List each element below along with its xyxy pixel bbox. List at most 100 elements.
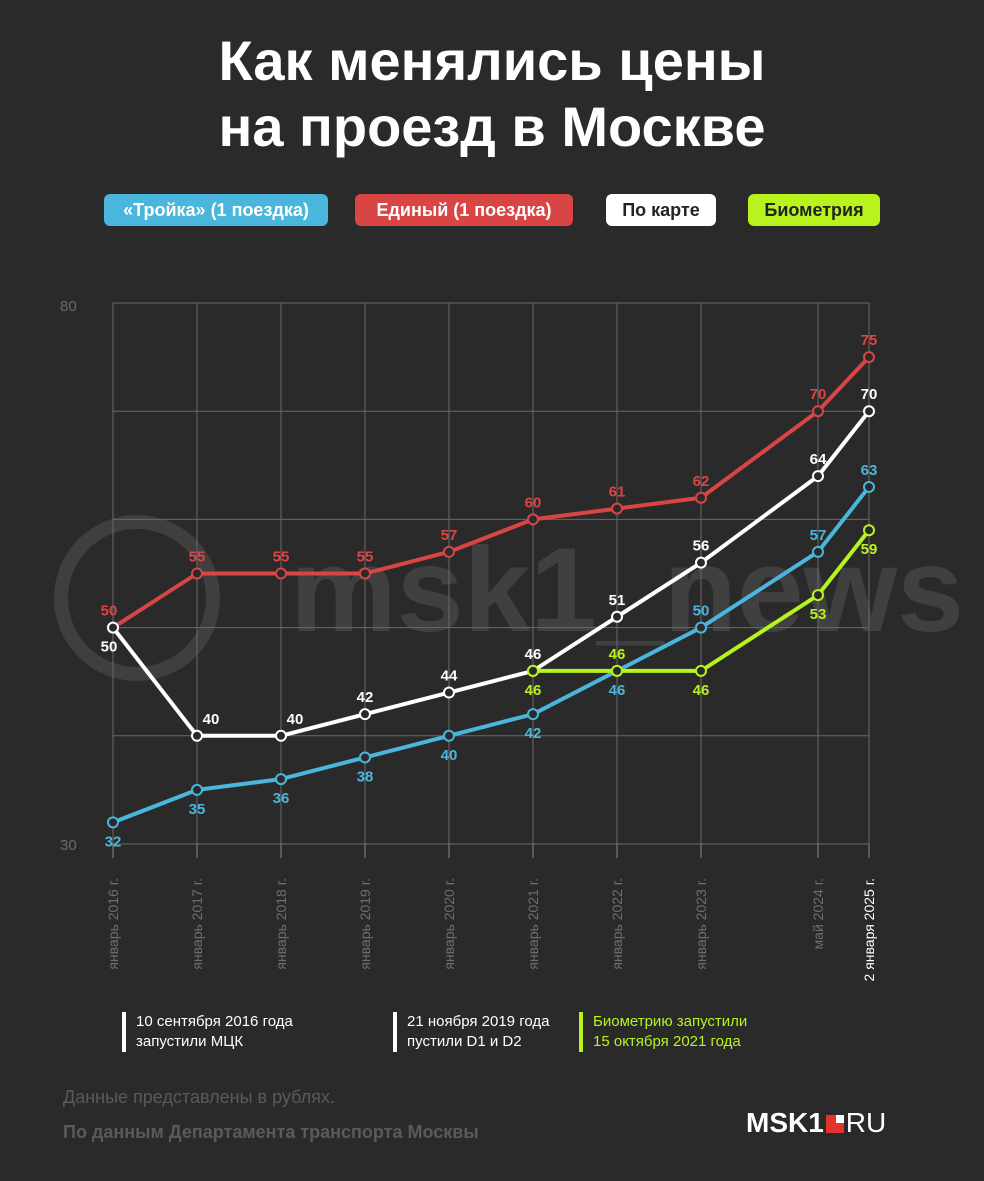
msk1-logo: MSK1 RU — [746, 1106, 886, 1140]
data-label: 50 — [693, 603, 710, 620]
data-point — [812, 405, 824, 418]
data-label: 40 — [441, 747, 458, 764]
data-point — [812, 545, 824, 558]
data-point — [812, 470, 824, 483]
data-label: 51 — [609, 592, 626, 609]
series-line — [112, 485, 871, 825]
data-label: 50 — [101, 639, 118, 656]
data-point — [443, 686, 455, 699]
x-tick-label: январь 2017 г. — [189, 878, 205, 970]
data-label: 38 — [357, 768, 374, 785]
data-label: 55 — [273, 549, 290, 566]
data-label: 56 — [693, 538, 710, 555]
data-point — [359, 751, 371, 764]
chart-title: Как менялись цены на проезд в Москве — [0, 28, 984, 160]
data-point — [275, 567, 287, 580]
y-tick-label: 80 — [60, 298, 77, 315]
legend-edinyi: Единый (1 поездка) — [355, 194, 573, 226]
logo-square-icon — [825, 1115, 844, 1133]
data-label: 32 — [105, 833, 122, 850]
line-chart: 30 80 январь 2016 г. январь 2017 г. январь 2… — [60, 298, 878, 981]
x-tick-label: январь 2021 г. — [525, 878, 541, 970]
legend: «Тройка» (1 поездка) Единый (1 поездка) … — [0, 194, 984, 228]
data-label: 42 — [357, 689, 374, 706]
data-label: 60 — [525, 494, 542, 511]
x-tick-label: январь 2022 г. — [609, 878, 625, 970]
data-label: 70 — [861, 386, 878, 403]
data-label: 61 — [609, 484, 626, 501]
data-point — [443, 545, 455, 558]
data-point — [107, 621, 119, 634]
data-label: 75 — [861, 332, 878, 349]
data-point — [527, 664, 539, 677]
legend-card: По карте — [606, 194, 716, 226]
data-label: 55 — [189, 549, 206, 566]
data-label: 46 — [609, 682, 626, 699]
data-label: 46 — [693, 682, 710, 699]
data-point — [695, 664, 707, 677]
x-tick-label: январь 2019 г. — [357, 878, 373, 970]
data-label: 59 — [861, 541, 878, 558]
series-line — [111, 355, 871, 630]
x-tick-label: январь 2020 г. — [441, 878, 457, 970]
logo-ru: RU — [845, 1107, 887, 1138]
x-tick-label: январь 2018 г. — [273, 878, 289, 970]
note-biometry: Биометрию запустили 15 октября 2021 года — [579, 1012, 747, 1052]
x-tick-label: май 2024 г. — [810, 878, 826, 949]
data-point — [443, 729, 455, 742]
legend-biometry: Биометрия — [748, 194, 880, 226]
data-label: 42 — [525, 725, 542, 742]
logo-msk: MSK1 — [746, 1107, 824, 1138]
data-label: 40 — [203, 711, 220, 728]
title-line-2: на проезд в Москве — [218, 95, 766, 158]
data-point — [812, 589, 824, 602]
data-point — [527, 708, 539, 721]
x-tick-label: январь 2016 г. — [105, 878, 121, 970]
data-point — [863, 405, 875, 418]
data-label: 46 — [525, 646, 542, 663]
series-line — [111, 409, 871, 738]
data-label: 35 — [189, 801, 206, 818]
footer-source: По данным Департамента транспорта Москвы — [63, 1122, 479, 1142]
data-label: 50 — [101, 603, 118, 620]
data-point — [275, 773, 287, 786]
data-point — [359, 567, 371, 580]
data-point — [611, 502, 623, 515]
data-label: 46 — [525, 682, 542, 699]
data-point — [359, 708, 371, 721]
y-tick-label: 30 — [60, 837, 77, 854]
data-point — [863, 480, 875, 493]
data-label: 57 — [810, 527, 827, 544]
data-point — [107, 816, 119, 829]
data-label: 40 — [287, 711, 304, 728]
data-label: 55 — [357, 549, 374, 566]
data-label: 46 — [609, 646, 626, 663]
footer-units: Данные представлены в рублях. — [63, 1087, 335, 1107]
data-point — [527, 513, 539, 526]
data-point — [191, 783, 203, 796]
x-tick-label: январь 2023 г. — [693, 878, 709, 970]
data-label: 44 — [441, 668, 458, 685]
data-point — [695, 556, 707, 569]
data-label: 70 — [810, 386, 827, 403]
data-point — [611, 664, 623, 677]
x-tick-label: 2 января 2025 г. — [861, 878, 877, 981]
data-point — [863, 351, 875, 364]
data-label: 36 — [273, 790, 290, 807]
data-point — [611, 610, 623, 623]
watermark: msk1_news — [50, 515, 964, 681]
watermark-text: msk1_news — [290, 523, 964, 657]
data-point — [695, 491, 707, 504]
data-point — [695, 621, 707, 634]
data-point — [863, 524, 875, 537]
legend-troika: «Тройка» (1 поездка) — [104, 194, 328, 226]
data-point — [275, 729, 287, 742]
data-point — [191, 567, 203, 580]
data-point — [191, 729, 203, 742]
data-label: 53 — [810, 606, 827, 623]
note-d1-d2: 21 ноября 2019 года пустили D1 и D2 — [393, 1012, 549, 1052]
title-line-1: Как менялись цены — [218, 29, 766, 92]
data-label: 62 — [693, 473, 710, 490]
note-mck: 10 сентября 2016 года запустили МЦК — [122, 1012, 293, 1052]
data-label: 63 — [861, 462, 878, 479]
